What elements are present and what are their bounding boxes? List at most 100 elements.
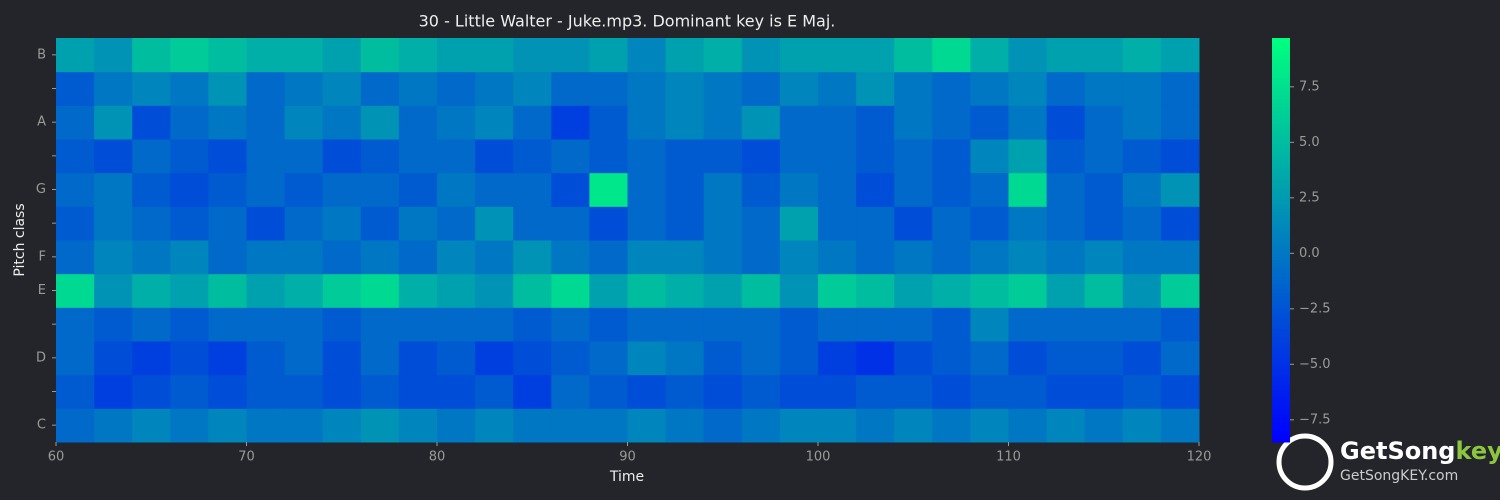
colorbar-tick-label: 5.0 — [1299, 135, 1320, 150]
heatmap-cell — [132, 105, 171, 140]
heatmap-cell — [551, 38, 590, 73]
heatmap-cell — [665, 71, 705, 106]
heatmap-cell — [284, 206, 324, 241]
heatmap-cell — [589, 139, 628, 174]
heatmap-cell — [322, 206, 362, 241]
heatmap-cell — [932, 172, 971, 207]
heatmap-cell — [932, 408, 971, 443]
y-tick-label: D — [36, 350, 46, 365]
colorbar-segment — [1272, 316, 1290, 322]
heatmap-cell — [94, 374, 133, 409]
colorbar-segment — [1272, 163, 1290, 168]
colorbar-segment — [1272, 413, 1290, 419]
heatmap-cell — [1122, 374, 1162, 409]
heatmap-cell — [818, 408, 857, 443]
heatmap-cell — [1160, 38, 1200, 73]
colorbar-tick-label: 7.5 — [1299, 79, 1320, 94]
heatmap-cell — [1008, 71, 1048, 106]
x-tick-label: 80 — [429, 450, 446, 465]
heatmap-cell — [475, 172, 514, 207]
colorbar-segment — [1272, 345, 1290, 350]
heatmap-cell — [627, 341, 667, 376]
heatmap-cell — [284, 240, 324, 275]
heatmap-cell — [513, 273, 552, 308]
colorbar-segment — [1272, 42, 1290, 47]
heatmap-cell — [894, 374, 933, 409]
heatmap-cell — [894, 408, 933, 443]
colorbar-segment — [1272, 272, 1290, 277]
heatmap-cell — [703, 307, 743, 342]
heatmap-cell — [589, 206, 628, 241]
heatmap-cell — [437, 273, 476, 308]
heatmap-cell — [779, 105, 819, 140]
heatmap-cell — [1160, 408, 1200, 443]
heatmap-cell — [398, 172, 438, 207]
heatmap-cell — [170, 71, 209, 106]
colorbar-segment — [1272, 78, 1290, 83]
heatmap-cell — [1160, 341, 1200, 376]
colorbar-segment — [1272, 70, 1290, 75]
colorbar-segment — [1272, 393, 1290, 399]
heatmap-cell — [779, 240, 819, 275]
colorbar-segment — [1272, 361, 1290, 366]
heatmap-cell — [322, 374, 362, 409]
heatmap-cell — [856, 71, 895, 106]
heatmap-cell — [437, 374, 476, 409]
colorbar-segment — [1272, 409, 1290, 415]
heatmap-cell — [246, 206, 286, 241]
brand-accent: key — [1456, 437, 1500, 465]
heatmap-cell — [360, 341, 400, 376]
colorbar-segment — [1272, 195, 1290, 201]
heatmap-cell — [703, 139, 743, 174]
x-tick-label: 110 — [996, 450, 1021, 465]
heatmap-cell — [170, 374, 209, 409]
heatmap-cell — [513, 408, 552, 443]
heatmap-cell — [1084, 307, 1124, 342]
heatmap-cell — [132, 408, 171, 443]
heatmap-cell — [741, 341, 781, 376]
colorbar-segment — [1272, 231, 1290, 237]
heatmap-cell — [627, 139, 667, 174]
heatmap-cell — [284, 273, 324, 308]
colorbar-segment — [1272, 389, 1290, 395]
heatmap-cell — [1122, 105, 1162, 140]
heatmap-cell — [246, 374, 286, 409]
colorbar-segment — [1272, 357, 1290, 362]
colorbar-segment — [1272, 159, 1290, 164]
colorbar-segment — [1272, 171, 1290, 176]
heatmap-cell — [589, 408, 628, 443]
heatmap-cell — [475, 273, 514, 308]
heatmap-cell — [360, 374, 400, 409]
heatmap-cell — [741, 408, 781, 443]
heatmap-cell — [589, 38, 628, 73]
heatmap-cell — [360, 240, 400, 275]
colorbar-segment — [1272, 437, 1290, 443]
heatmap-cell — [1008, 240, 1048, 275]
heatmap-cell — [322, 240, 362, 275]
colorbar-segment — [1272, 74, 1290, 79]
heatmap-cell — [360, 71, 400, 106]
heatmap-cell — [1046, 374, 1086, 409]
heatmap-cell — [818, 273, 857, 308]
heatmap-cell — [1046, 105, 1086, 140]
heatmap-cell — [246, 273, 286, 308]
heatmap-cell — [741, 240, 781, 275]
heatmap-cell — [132, 206, 171, 241]
heatmap-cell — [1008, 273, 1048, 308]
heatmap-cell — [665, 240, 705, 275]
heatmap-cell — [94, 71, 133, 106]
heatmap-cell — [1046, 206, 1086, 241]
heatmap-cell — [1122, 273, 1162, 308]
heatmap-cell — [741, 105, 781, 140]
heatmap-cell — [56, 374, 95, 409]
heatmap-cell — [703, 374, 743, 409]
heatmap-cell — [1160, 374, 1200, 409]
heatmap-cell — [322, 273, 362, 308]
heatmap-cell — [1122, 172, 1162, 207]
heatmap-cell — [932, 374, 971, 409]
heatmap-cell — [513, 206, 552, 241]
heatmap-cell — [513, 172, 552, 207]
heatmap-cell — [1160, 240, 1200, 275]
heatmap-cell — [741, 206, 781, 241]
